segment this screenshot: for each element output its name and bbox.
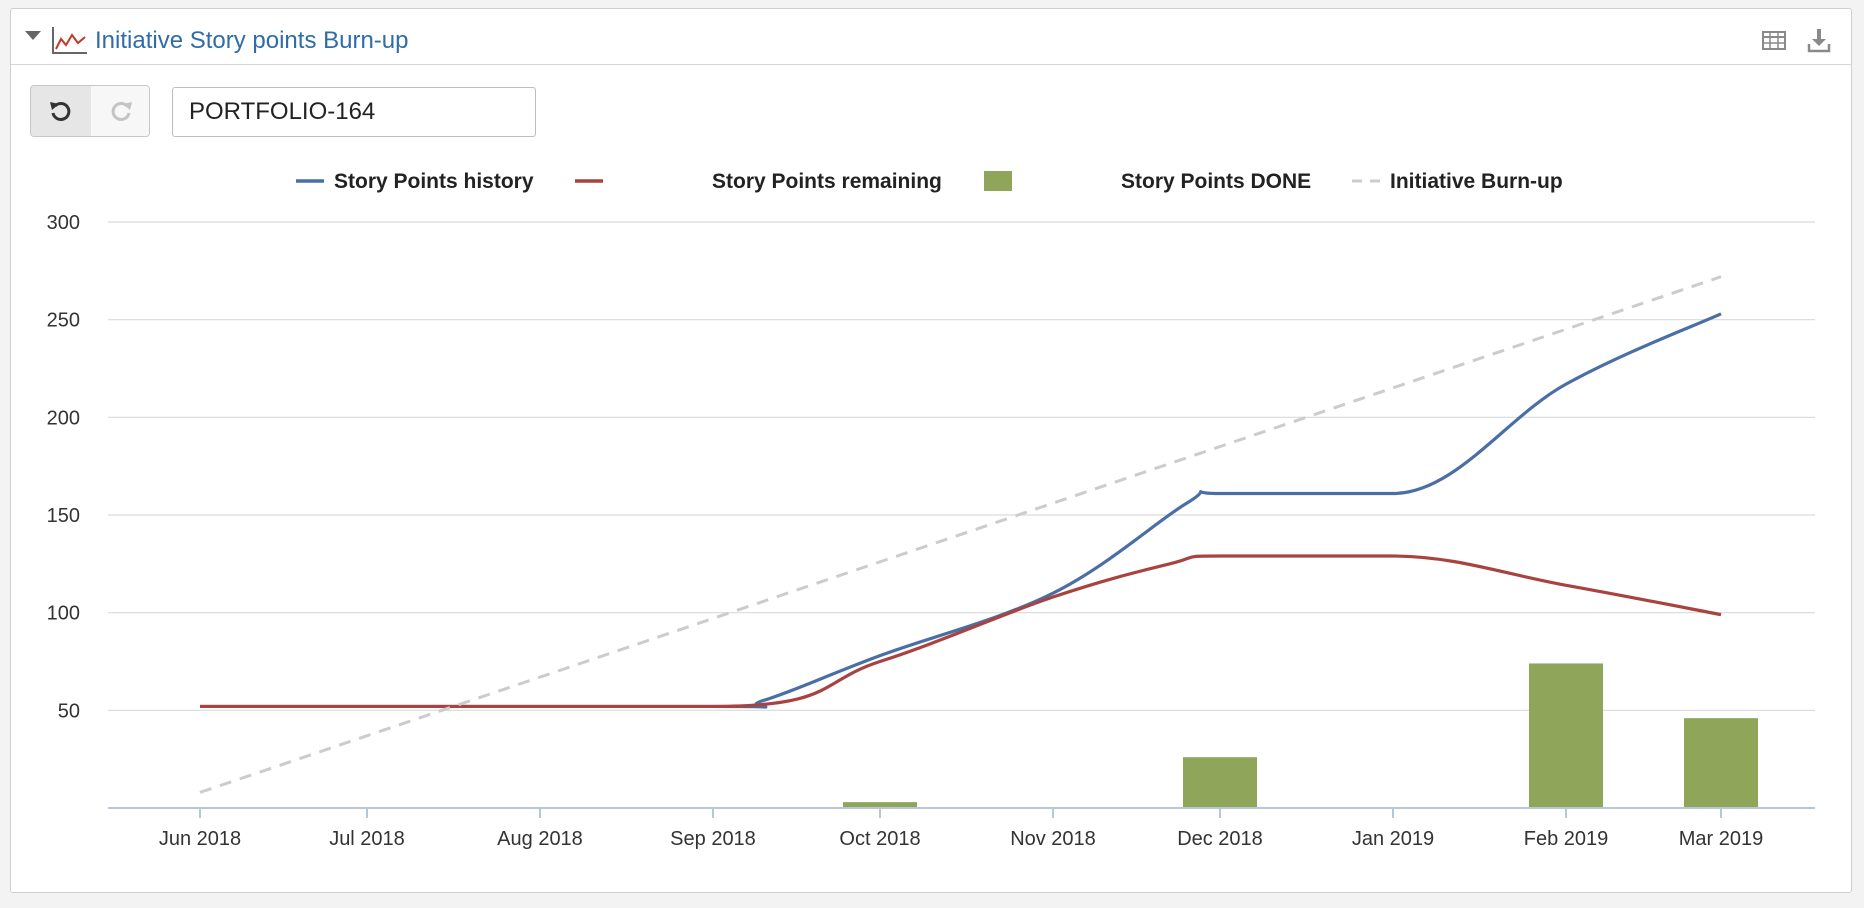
undo-button[interactable] (31, 86, 92, 136)
x-tick-label: Mar 2019 (1679, 828, 1764, 850)
done-bar (1684, 718, 1758, 808)
x-tick-label: Jun 2018 (159, 828, 241, 850)
panel-title[interactable]: Initiative Story points Burn-up (95, 27, 409, 54)
y-tick-label: 300 (47, 212, 80, 234)
collapse-triangle-icon[interactable] (25, 31, 41, 40)
history-line (200, 312, 1722, 709)
done-bar (1183, 757, 1257, 808)
y-tick-label: 150 (47, 505, 80, 527)
legend-label: Story Points history (334, 170, 534, 193)
x-tick-label: Nov 2018 (1010, 828, 1096, 850)
panel-header: Initiative Story points Burn-up (11, 9, 1851, 65)
download-icon[interactable] (1806, 27, 1832, 53)
line-chart-icon (52, 27, 87, 54)
x-tick-label: Oct 2018 (839, 828, 920, 850)
issue-key-input[interactable] (172, 87, 536, 137)
legend-symbol-done (984, 171, 1012, 191)
y-tick-label: 100 (47, 603, 80, 625)
y-tick-label: 50 (58, 700, 80, 722)
x-tick-label: Feb 2019 (1524, 828, 1609, 850)
x-tick-label: Jul 2018 (329, 828, 405, 850)
x-tick-label: Aug 2018 (497, 828, 583, 850)
legend-label: Story Points remaining (712, 170, 942, 193)
done-bar (1529, 663, 1603, 808)
initiative-burnup-line (199, 275, 1722, 794)
x-tick-label: Sep 2018 (670, 828, 756, 850)
x-tick-label: Dec 2018 (1177, 828, 1263, 850)
remaining-line (200, 554, 1722, 709)
redo-button[interactable] (91, 86, 149, 136)
done-bar (843, 802, 917, 808)
x-tick-label: Jan 2019 (1352, 828, 1434, 850)
y-tick-label: 200 (47, 407, 80, 429)
redo-icon (111, 101, 132, 121)
legend-label: Story Points DONE (1121, 170, 1311, 193)
table-icon[interactable] (1761, 27, 1787, 53)
history-button-group (30, 85, 150, 137)
undo-icon (50, 101, 71, 121)
y-tick-label: 250 (47, 310, 80, 332)
legend-label: Initiative Burn-up (1390, 170, 1563, 193)
